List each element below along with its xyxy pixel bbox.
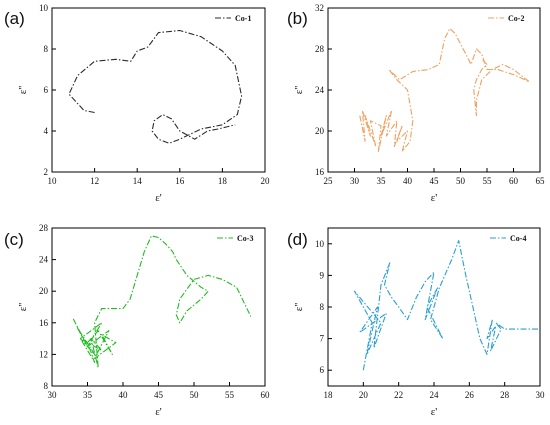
y-tick-label: 8 (44, 381, 49, 391)
x-tick-label: 12 (90, 176, 99, 186)
panel-a: (a) 10 12 14 16 18 20 2 4 6 8 10 ε' ε'' Co-1 (4, 3, 270, 204)
y-axis-label: ε'' (17, 303, 29, 312)
series-line (353, 240, 540, 371)
y-axis-label: ε'' (293, 86, 305, 95)
y-tick-label: 8 (320, 302, 325, 312)
x-axis-label: ε' (431, 192, 438, 204)
x-tick-label: 60 (509, 176, 519, 186)
y-axis-label: ε'' (293, 303, 305, 312)
panel-label: (a) (4, 9, 25, 28)
y-tick-label: 2 (44, 167, 49, 177)
panel-label: (c) (4, 230, 24, 249)
x-tick-label: 35 (83, 390, 93, 400)
legend-label: Co-2 (508, 14, 524, 23)
panel-b: (b) 25 30 35 40 45 50 55 60 65 16 20 24 28 32 ε' ε'' Co-2 (287, 3, 545, 204)
y-tick-label: 16 (315, 167, 325, 177)
x-axis-label: ε' (155, 192, 162, 204)
x-tick-label: 35 (377, 176, 387, 186)
x-tick-label: 26 (465, 390, 475, 400)
y-tick-label: 9 (320, 270, 325, 280)
x-tick-label: 30 (536, 390, 546, 400)
y-tick-label: 10 (39, 3, 49, 13)
x-tick-label: 18 (218, 176, 228, 186)
x-tick-label: 24 (430, 390, 440, 400)
x-tick-label: 55 (225, 390, 235, 400)
x-tick-label: 14 (133, 176, 143, 186)
x-axis-label: ε' (431, 406, 438, 418)
x-tick-label: 20 (359, 390, 369, 400)
x-tick-label: 18 (324, 390, 334, 400)
x-tick-label: 60 (261, 390, 271, 400)
y-tick-label: 4 (44, 126, 49, 136)
y-tick-label: 16 (39, 318, 49, 328)
y-tick-label: 7 (320, 334, 325, 344)
plot-frame (51, 227, 266, 387)
x-tick-label: 28 (500, 390, 510, 400)
panel-d: (d) 18 20 22 24 26 28 30 6 7 8 9 10 ε' ε'' Co-4 (287, 227, 546, 418)
x-tick-label: 22 (394, 390, 403, 400)
legend-label: Co-4 (510, 234, 526, 243)
x-tick-label: 20 (261, 176, 271, 186)
x-tick-label: 45 (154, 390, 164, 400)
x-tick-label: 50 (190, 390, 200, 400)
x-tick-label: 45 (430, 176, 440, 186)
panel-label: (b) (287, 9, 308, 28)
panel-label: (d) (287, 230, 308, 249)
y-tick-label: 24 (39, 255, 49, 265)
series-line (359, 27, 530, 153)
y-tick-label: 10 (315, 239, 325, 249)
x-axis-label: ε' (155, 406, 162, 418)
x-tick-label: 30 (48, 390, 58, 400)
y-tick-label: 20 (315, 126, 325, 136)
y-tick-label: 20 (39, 286, 49, 296)
y-tick-label: 6 (44, 85, 49, 95)
x-tick-label: 30 (350, 176, 360, 186)
panel-c: (c) 30 35 40 45 50 55 60 8 12 16 20 24 28 ε' ε'' Co-3 (4, 223, 270, 418)
y-axis-label: ε'' (17, 86, 29, 95)
x-tick-label: 40 (403, 176, 413, 186)
x-tick-label: 10 (48, 176, 58, 186)
y-tick-label: 32 (315, 3, 324, 13)
x-tick-label: 16 (175, 176, 185, 186)
legend-label: Co-3 (237, 234, 253, 243)
y-tick-label: 12 (39, 349, 48, 359)
y-tick-label: 28 (39, 223, 49, 233)
y-tick-label: 8 (44, 44, 49, 54)
x-tick-label: 25 (324, 176, 334, 186)
x-tick-label: 50 (456, 176, 466, 186)
series-line (68, 29, 243, 144)
x-tick-label: 40 (119, 390, 129, 400)
x-tick-label: 55 (483, 176, 493, 186)
legend-label: Co-1 (235, 14, 251, 23)
plot-frame (327, 7, 541, 173)
x-tick-label: 65 (536, 176, 546, 186)
y-tick-label: 28 (315, 44, 325, 54)
series-line (72, 235, 252, 369)
y-tick-label: 6 (320, 365, 325, 375)
y-tick-label: 24 (315, 85, 325, 95)
